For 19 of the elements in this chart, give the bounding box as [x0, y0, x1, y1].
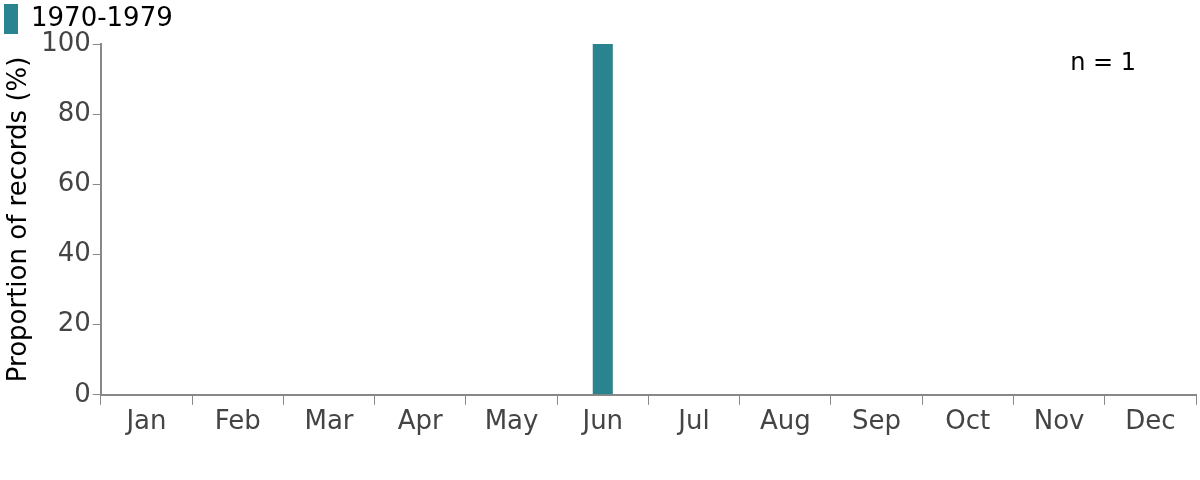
x-tick-label: May: [484, 405, 539, 436]
x-tick-label: Mar: [304, 405, 354, 436]
x-tick-label: Jul: [676, 405, 710, 436]
y-tick-label: 0: [74, 377, 91, 408]
x-tick-label: Jan: [124, 405, 167, 436]
y-tick-label: 20: [57, 307, 91, 338]
y-axis-title: Proportion of records (%): [2, 56, 33, 383]
y-tick-label: 40: [57, 237, 91, 268]
x-tick-label: Sep: [852, 405, 902, 436]
x-tick-label: Oct: [945, 405, 991, 436]
x-tick-label: Feb: [214, 405, 261, 436]
y-tick-label: 60: [57, 167, 91, 198]
x-tick-label: Nov: [1033, 405, 1085, 436]
annotation: n = 1: [1070, 48, 1136, 77]
x-tick-label: Jun: [580, 405, 624, 436]
x-tick-label: Aug: [759, 405, 811, 436]
x-tick-label: Dec: [1125, 405, 1176, 436]
x-tick-label: Apr: [397, 405, 444, 436]
y-tick-label: 80: [57, 96, 91, 127]
